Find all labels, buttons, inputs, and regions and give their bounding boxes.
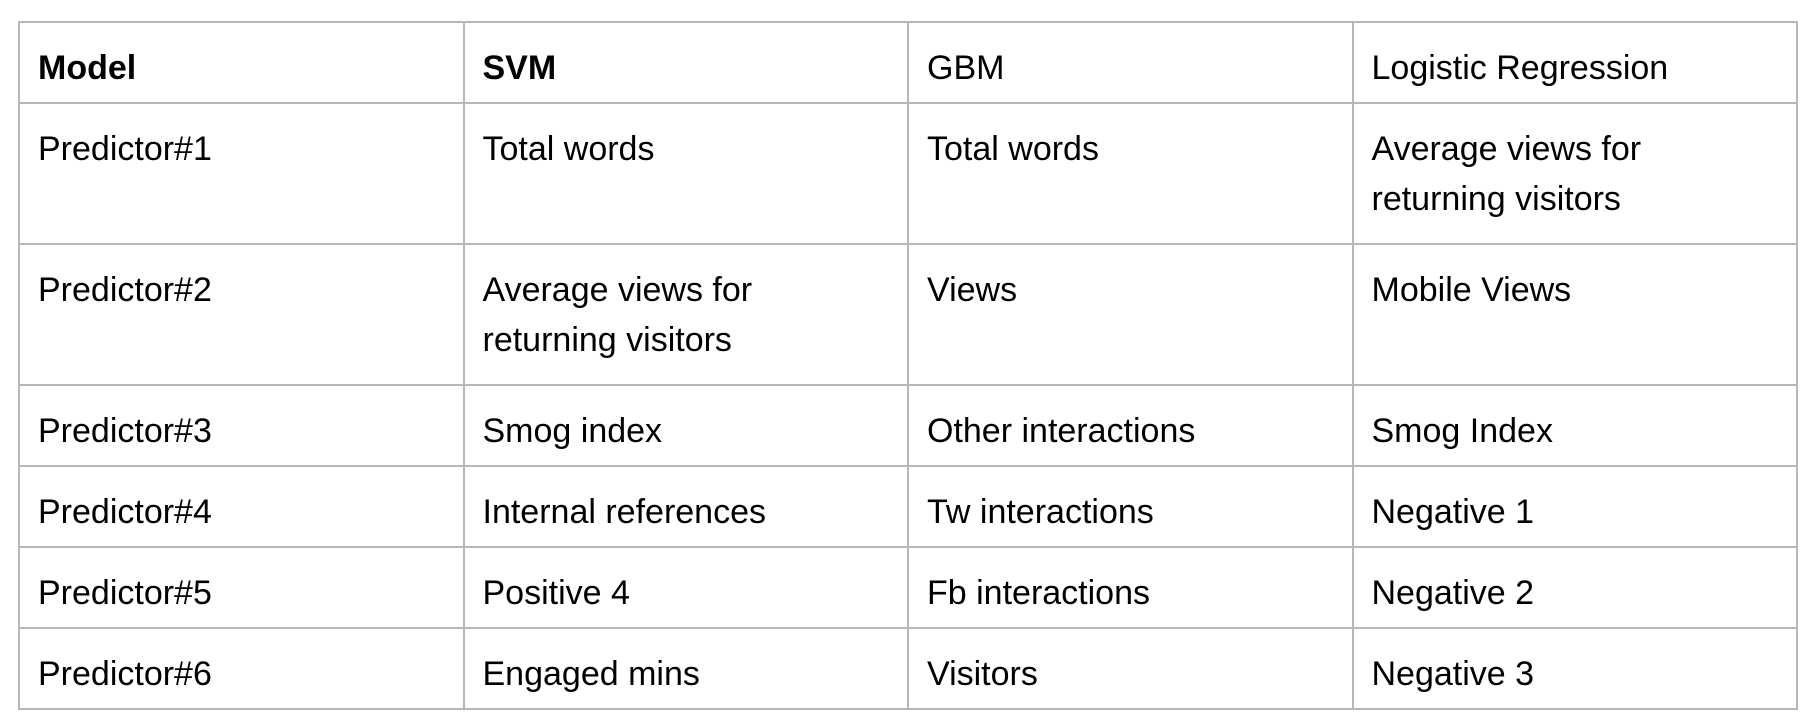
header-cell-logistic-regression: Logistic Regression	[1351, 21, 1798, 104]
table-header-row: Model SVM GBM Logistic Regression	[18, 21, 1798, 104]
gbm-cell: Other interactions	[907, 384, 1354, 467]
svm-cell: Smog index	[462, 384, 909, 467]
svm-cell: Engaged mins	[462, 627, 909, 710]
table-row: Predictor#6 Engaged mins Visitors Negati…	[18, 627, 1798, 710]
logistic-regression-cell: Negative 2	[1351, 546, 1798, 629]
logistic-regression-cell: Smog Index	[1351, 384, 1798, 467]
predictor-comparison-table: Model SVM GBM Logistic Regression Predic…	[18, 21, 1798, 710]
table-row: Predictor#2 Average views for returning …	[18, 243, 1798, 386]
row-label-cell: Predictor#2	[18, 243, 465, 386]
header-cell-svm: SVM	[462, 21, 909, 104]
svm-cell: Positive 4	[462, 546, 909, 629]
table-row: Predictor#5 Positive 4 Fb interactions N…	[18, 546, 1798, 629]
logistic-regression-cell: Mobile Views	[1351, 243, 1798, 386]
gbm-cell: Visitors	[907, 627, 1354, 710]
logistic-regression-cell: Average views for returning visitors	[1351, 102, 1798, 245]
gbm-cell: Fb interactions	[907, 546, 1354, 629]
table-row: Predictor#3 Smog index Other interaction…	[18, 384, 1798, 467]
row-label-cell: Predictor#3	[18, 384, 465, 467]
svm-cell: Average views for returning visitors	[462, 243, 909, 386]
table-row: Predictor#1 Total words Total words Aver…	[18, 102, 1798, 245]
svm-cell: Total words	[462, 102, 909, 245]
table-row: Predictor#4 Internal references Tw inter…	[18, 465, 1798, 548]
row-label-cell: Predictor#5	[18, 546, 465, 629]
row-label-cell: Predictor#4	[18, 465, 465, 548]
gbm-cell: Tw interactions	[907, 465, 1354, 548]
gbm-cell: Total words	[907, 102, 1354, 245]
header-cell-gbm: GBM	[907, 21, 1354, 104]
svm-cell: Internal references	[462, 465, 909, 548]
logistic-regression-cell: Negative 1	[1351, 465, 1798, 548]
row-label-cell: Predictor#1	[18, 102, 465, 245]
gbm-cell: Views	[907, 243, 1354, 386]
row-label-cell: Predictor#6	[18, 627, 465, 710]
header-cell-model: Model	[18, 21, 465, 104]
logistic-regression-cell: Negative 3	[1351, 627, 1798, 710]
